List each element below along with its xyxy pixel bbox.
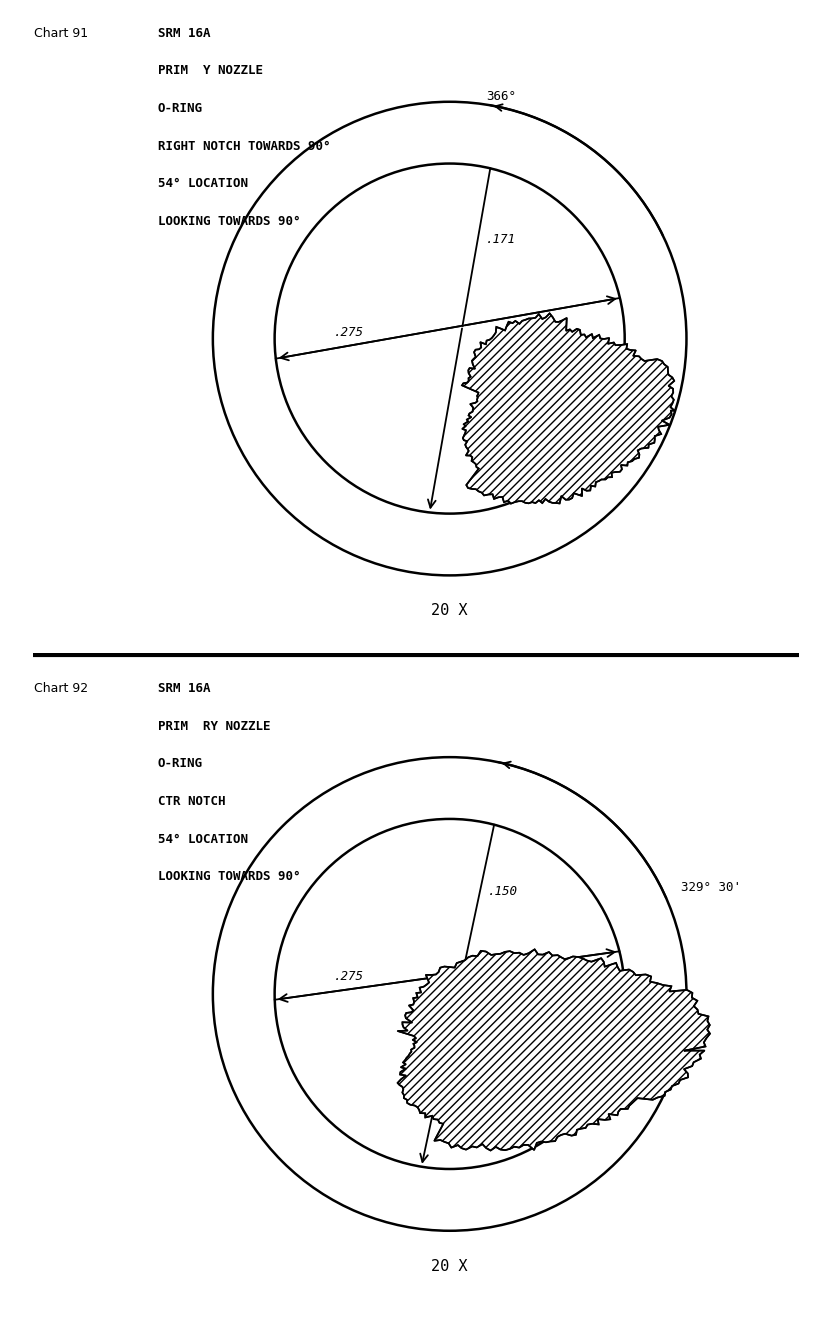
Text: LOOKING TOWARDS 90°: LOOKING TOWARDS 90° bbox=[157, 214, 300, 228]
Text: .150: .150 bbox=[488, 884, 518, 898]
Polygon shape bbox=[398, 949, 710, 1151]
Text: .171: .171 bbox=[486, 233, 516, 246]
Text: PRIM  RY NOZZLE: PRIM RY NOZZLE bbox=[157, 720, 270, 732]
Text: SRM 16A: SRM 16A bbox=[157, 26, 210, 40]
Text: 20 X: 20 X bbox=[432, 1259, 468, 1274]
Text: SRM 16A: SRM 16A bbox=[157, 682, 210, 695]
Text: .275: .275 bbox=[334, 326, 364, 339]
Text: 54° LOCATION: 54° LOCATION bbox=[157, 177, 248, 191]
Text: PRIM  Y NOZZLE: PRIM Y NOZZLE bbox=[157, 65, 263, 77]
Text: .275: .275 bbox=[334, 970, 364, 984]
Text: 366°: 366° bbox=[486, 90, 517, 103]
Text: 54° LOCATION: 54° LOCATION bbox=[157, 833, 248, 846]
Text: O-RING: O-RING bbox=[157, 757, 203, 771]
Polygon shape bbox=[462, 314, 675, 503]
Text: .111: .111 bbox=[512, 1021, 542, 1034]
Text: LOOKING TOWARDS 90°: LOOKING TOWARDS 90° bbox=[157, 870, 300, 883]
Text: O-RING: O-RING bbox=[157, 102, 203, 115]
Text: .104: .104 bbox=[512, 373, 542, 387]
Text: Chart 92: Chart 92 bbox=[34, 682, 88, 695]
Text: Chart 91: Chart 91 bbox=[34, 26, 88, 40]
Text: 329° 30': 329° 30' bbox=[681, 882, 740, 894]
Text: RIGHT NOTCH TOWARDS 90°: RIGHT NOTCH TOWARDS 90° bbox=[157, 139, 330, 152]
Text: CTR NOTCH: CTR NOTCH bbox=[157, 794, 225, 808]
Text: 20 X: 20 X bbox=[432, 604, 468, 618]
